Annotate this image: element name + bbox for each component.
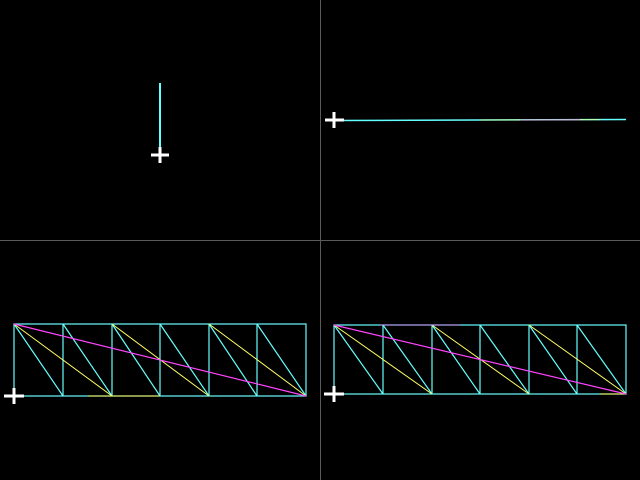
viewport-canvas[interactable]	[0, 240, 320, 480]
origin-marker-icon	[324, 386, 344, 402]
viewport-top-right[interactable]	[320, 0, 640, 240]
viewport-canvas[interactable]	[0, 0, 320, 240]
viewport-canvas[interactable]	[320, 0, 640, 240]
origin-marker-icon	[151, 147, 169, 163]
wireframe-mesh	[13, 323, 307, 397]
viewport-canvas[interactable]	[320, 240, 640, 480]
origin-marker-icon	[4, 388, 24, 404]
origin-marker-icon	[325, 112, 344, 128]
viewport-bottom-left[interactable]	[0, 240, 320, 480]
wireframe-mesh	[333, 324, 627, 395]
viewport-top-left[interactable]	[0, 0, 320, 240]
viewport-bottom-right[interactable]	[320, 240, 640, 480]
viewport-divider-horizontal[interactable]	[0, 240, 640, 241]
